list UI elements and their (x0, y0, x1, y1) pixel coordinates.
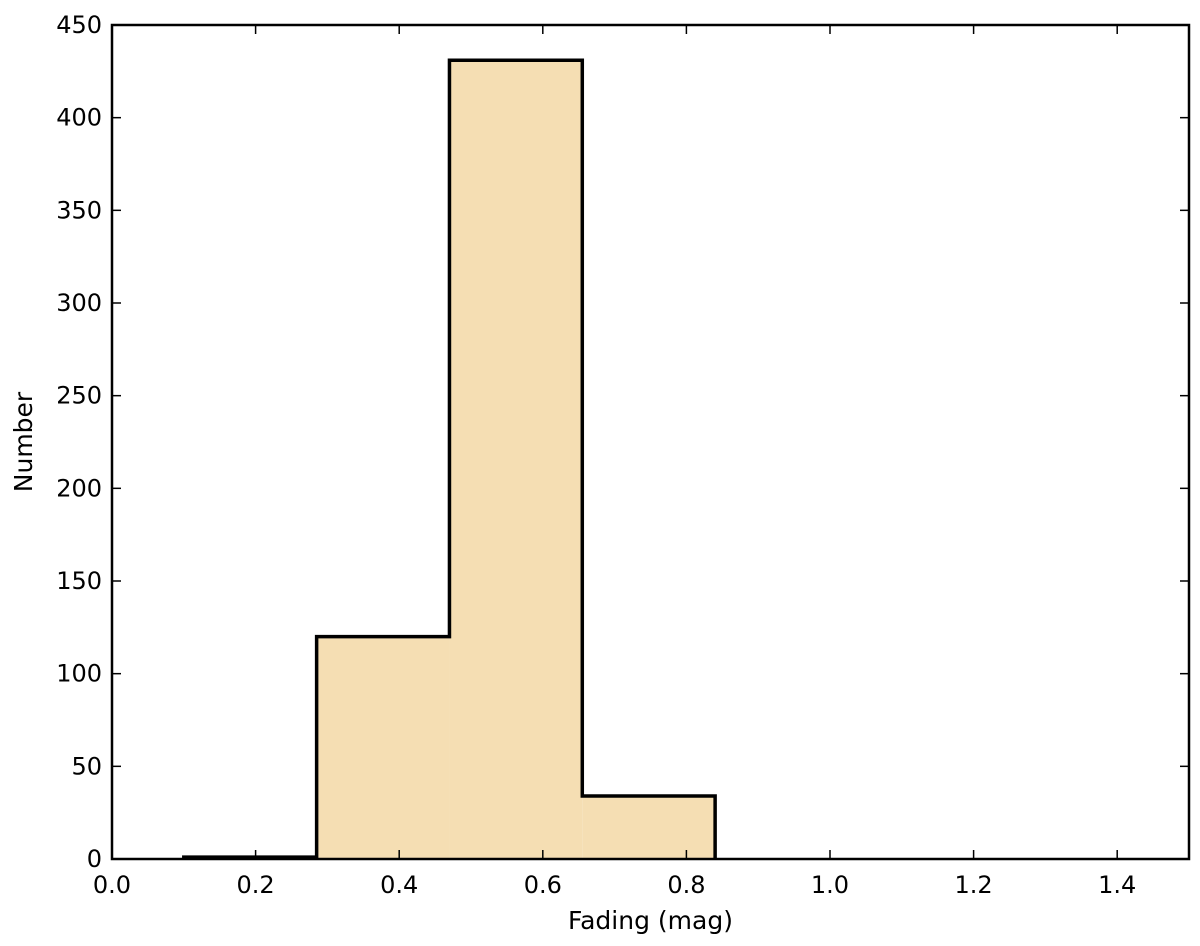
x-tick-label: 0.0 (93, 871, 131, 899)
y-tick-label: 0 (87, 845, 102, 873)
x-tick-label: 1.0 (811, 871, 849, 899)
x-tick-label: 0.6 (524, 871, 562, 899)
histogram-bars (183, 60, 716, 860)
y-tick-label: 400 (56, 104, 102, 132)
x-tick-label: 0.2 (237, 871, 275, 899)
plot-frame (110, 23, 1191, 861)
x-axis-label: Fading (mag) (568, 906, 733, 935)
histogram-bar (449, 60, 583, 860)
y-tick-label: 300 (56, 289, 102, 317)
y-tick-label: 200 (56, 474, 102, 502)
y-tick-label: 350 (56, 196, 102, 224)
y-tick-label: 450 (56, 11, 102, 39)
x-axis-ticks: 0.0 0.2 0.4 0.6 0.8 1.0 1.2 1.4 (93, 25, 1136, 899)
histogram-outline (182, 58, 717, 859)
x-tick-label: 0.4 (380, 871, 418, 899)
y-axis-ticks: 0 50 100 150 200 250 300 350 400 450 (56, 11, 1189, 873)
y-tick-label: 50 (71, 752, 102, 780)
x-tick-label: 1.2 (955, 871, 993, 899)
histogram-bar (316, 636, 450, 859)
y-tick-label: 250 (56, 382, 102, 410)
histogram-bar (582, 795, 716, 859)
x-tick-label: 0.8 (667, 871, 705, 899)
x-tick-label: 1.4 (1098, 871, 1136, 899)
y-axis-label: Number (9, 391, 38, 492)
y-tick-label: 150 (56, 567, 102, 595)
y-tick-label: 100 (56, 660, 102, 688)
